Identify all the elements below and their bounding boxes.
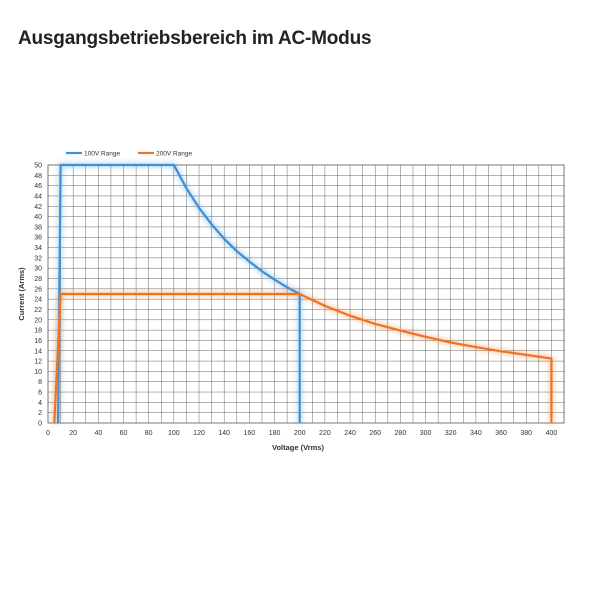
- y-tick-label: 46: [34, 183, 42, 190]
- y-tick-label: 14: [34, 348, 42, 355]
- y-tick-label: 6: [38, 390, 42, 397]
- y-tick-label: 44: [34, 193, 42, 200]
- x-tick-label: 40: [94, 430, 102, 437]
- series-line-100v-range: [57, 163, 301, 424]
- x-tick-label: 0: [46, 430, 50, 437]
- x-axis-label: Voltage (Vrms): [272, 443, 324, 452]
- y-axis-label: Current (Arms): [17, 267, 26, 321]
- y-tick-label: 40: [34, 214, 42, 221]
- x-tick-label: 340: [470, 430, 482, 437]
- y-tick-label: 8: [38, 379, 42, 386]
- y-tick-label: 28: [34, 276, 42, 283]
- y-tick-label: 32: [34, 255, 42, 262]
- y-tick-label: 34: [34, 245, 42, 252]
- x-tick-label: 220: [319, 430, 331, 437]
- x-tick-label: 240: [344, 430, 356, 437]
- y-tick-label: 38: [34, 224, 42, 231]
- x-tick-label: 300: [420, 430, 432, 437]
- x-tick-label: 320: [445, 430, 457, 437]
- x-tick-label: 280: [395, 430, 407, 437]
- y-axis-ticks: 0246810121416182022242628303234363840424…: [34, 163, 42, 428]
- y-tick-label: 2: [38, 410, 42, 417]
- x-tick-label: 360: [495, 430, 507, 437]
- x-tick-label: 20: [69, 430, 77, 437]
- x-tick-label: 100: [168, 430, 180, 437]
- y-tick-label: 36: [34, 235, 42, 242]
- y-tick-label: 48: [34, 173, 42, 180]
- y-tick-label: 10: [34, 369, 42, 376]
- series-line-200v-range: [53, 292, 553, 424]
- y-tick-label: 18: [34, 328, 42, 335]
- x-tick-label: 120: [193, 430, 205, 437]
- legend-label-100v-range: 100V Range: [84, 150, 121, 157]
- x-tick-label: 380: [520, 430, 532, 437]
- y-tick-label: 24: [34, 297, 42, 304]
- y-tick-label: 12: [34, 359, 42, 366]
- x-tick-label: 400: [546, 430, 558, 437]
- x-axis-ticks: 0 20 40 60 80 100 120 140 160 180 200 220 240 260 280 3…: [46, 430, 557, 437]
- y-tick-label: 0: [38, 421, 42, 428]
- x-tick-label: 200: [294, 430, 306, 437]
- y-tick-label: 22: [34, 307, 42, 314]
- series-layer: [51, 162, 555, 424]
- page-title: Ausgangsbetriebsbereich im AC-Modus: [18, 28, 372, 49]
- y-tick-label: 30: [34, 266, 42, 273]
- y-tick-label: 50: [34, 163, 42, 170]
- x-tick-label: 140: [218, 430, 230, 437]
- y-tick-label: 20: [34, 317, 42, 324]
- y-tick-label: 4: [38, 400, 42, 407]
- legend-label-200v-range: 200V Range: [156, 150, 193, 157]
- x-tick-label: 80: [145, 430, 153, 437]
- y-tick-label: 26: [34, 286, 42, 293]
- x-tick-label: 180: [269, 430, 281, 437]
- y-tick-label: 42: [34, 204, 42, 211]
- legend: 100V Range 200V Range: [66, 150, 193, 157]
- x-tick-label: 160: [244, 430, 256, 437]
- y-tick-label: 16: [34, 338, 42, 345]
- x-tick-label: 60: [120, 430, 128, 437]
- x-tick-label: 260: [369, 430, 381, 437]
